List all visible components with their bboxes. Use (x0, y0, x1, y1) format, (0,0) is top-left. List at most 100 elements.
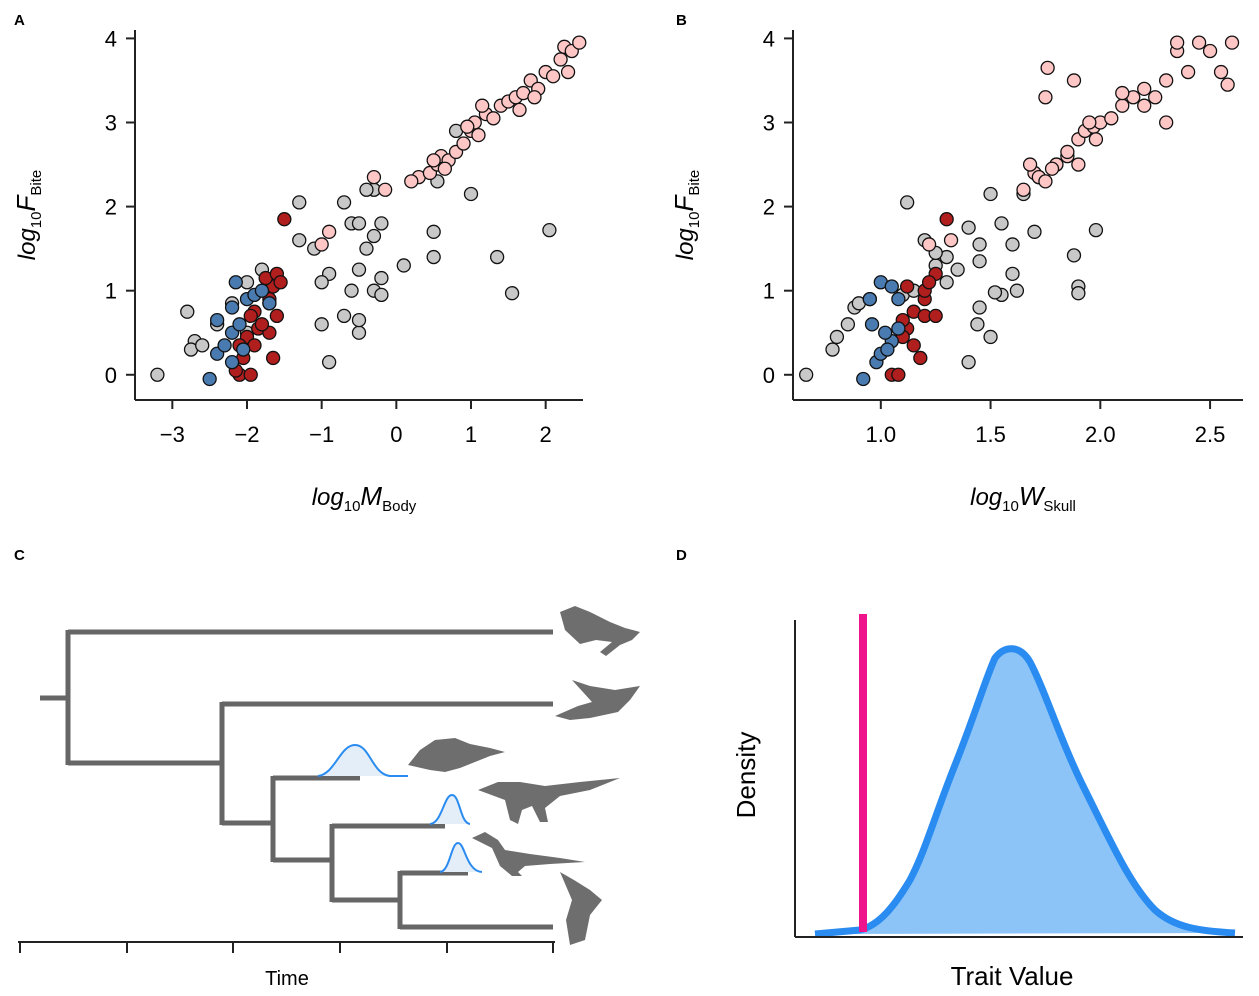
point (1224, 35, 1240, 50)
point (471, 127, 486, 143)
point (1005, 237, 1020, 252)
point (243, 308, 258, 324)
point (351, 312, 367, 328)
point (224, 355, 240, 370)
label-part: 10 (28, 212, 45, 229)
point (1180, 64, 1196, 80)
point (1082, 115, 1097, 130)
point (150, 367, 165, 382)
y-tick-label: 0 (763, 363, 775, 388)
point (486, 111, 501, 126)
point (1169, 35, 1185, 50)
point (351, 262, 367, 277)
point (545, 69, 561, 84)
label-part: 10 (344, 498, 361, 515)
point (243, 367, 258, 382)
point (232, 317, 247, 332)
point (1115, 98, 1130, 113)
label-part: log (970, 484, 1003, 511)
point (460, 119, 475, 134)
y-axis-label: log10FBite (669, 170, 703, 260)
y-tick-label: 4 (105, 26, 117, 51)
point (891, 291, 906, 307)
point (1137, 98, 1152, 113)
y-tick-label: 3 (105, 111, 117, 136)
time-axis (18, 941, 555, 953)
point (862, 291, 877, 307)
y-tick-label: 0 (105, 363, 117, 388)
point (426, 249, 441, 265)
point (426, 153, 441, 168)
x-tick-label: −2 (234, 422, 259, 447)
point (950, 262, 965, 277)
point (1027, 224, 1042, 239)
point (512, 102, 527, 118)
point (899, 195, 915, 210)
y-tick-label: 2 (763, 195, 775, 220)
point (180, 304, 195, 319)
point (366, 170, 382, 185)
point (359, 182, 374, 197)
label-part: 10 (686, 212, 703, 229)
point (1005, 266, 1020, 282)
point (314, 317, 329, 332)
point (1115, 85, 1130, 101)
point (1071, 157, 1086, 172)
point (961, 220, 976, 235)
point (799, 367, 814, 382)
point (202, 371, 217, 387)
point (463, 186, 479, 202)
point (1088, 132, 1104, 147)
label-part: Body (382, 498, 417, 515)
x-tick-label: 2.5 (1195, 422, 1226, 447)
point (1066, 73, 1082, 88)
point (273, 275, 288, 290)
label-part: log (672, 228, 699, 261)
point (913, 350, 928, 366)
point (972, 254, 987, 269)
point (209, 312, 225, 328)
point (217, 338, 232, 353)
y-tick-label: 3 (763, 111, 775, 136)
x-axis-label: log10WSkull (970, 481, 1076, 515)
point (1159, 73, 1174, 88)
point (1040, 60, 1055, 75)
point (351, 216, 367, 231)
x-tick-label: 1.0 (866, 422, 897, 447)
point (939, 275, 954, 290)
point (939, 212, 954, 227)
point (1104, 111, 1119, 126)
y-tick-label: 4 (763, 26, 775, 51)
point (254, 283, 270, 298)
x-axis-label: log10MBody (312, 481, 417, 515)
point (1044, 161, 1060, 176)
label-part: Skull (1043, 498, 1076, 515)
point (553, 52, 568, 67)
point (292, 233, 307, 248)
point (437, 161, 453, 176)
panel-label: D (676, 547, 687, 564)
point (404, 174, 419, 189)
point (426, 224, 441, 239)
point (269, 308, 285, 324)
point (972, 300, 987, 315)
label-part: log (312, 484, 345, 511)
x-axis-label: Trait Value (951, 961, 1074, 991)
point (1220, 77, 1235, 92)
point (542, 222, 557, 238)
x-tick-label: 2.0 (1085, 422, 1116, 447)
x-tick-label: 2 (540, 422, 552, 447)
point (321, 224, 337, 239)
point (1137, 81, 1152, 97)
label-part: F (669, 194, 699, 212)
point (1066, 248, 1082, 263)
x-tick-label: 1 (465, 422, 477, 447)
point (906, 338, 921, 353)
point (224, 300, 240, 315)
point (228, 275, 243, 290)
point (374, 216, 389, 231)
label-part: 10 (1002, 498, 1019, 515)
point (1038, 90, 1053, 105)
point (829, 329, 845, 345)
